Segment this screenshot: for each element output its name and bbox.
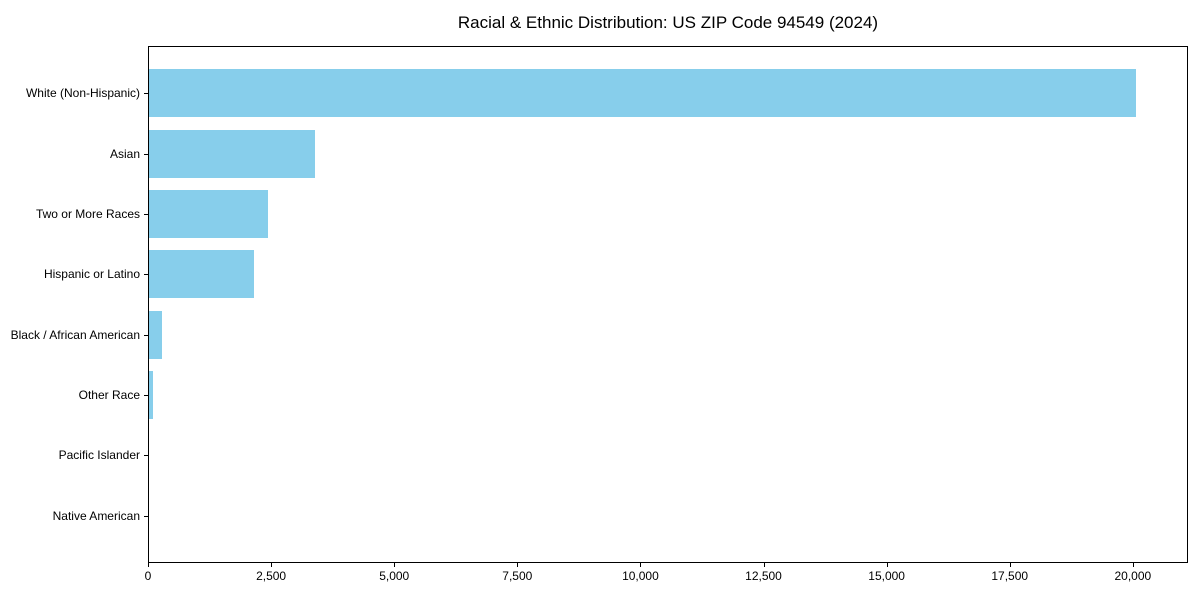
x-tick-mark	[148, 563, 149, 567]
y-tick-mark	[144, 274, 148, 276]
plot-area	[148, 46, 1188, 563]
x-tick-label-17500: 17,500	[991, 569, 1029, 583]
y-tick-label-other-race: Other Race	[78, 388, 140, 403]
x-tick-label-10000: 10,000	[622, 569, 659, 583]
y-tick-mark	[144, 153, 148, 155]
y-tick-label-native-american: Native American	[52, 508, 140, 523]
bar-row-two-or-more-races	[149, 184, 1187, 244]
bars-container	[149, 47, 1187, 562]
y-tick-label-pacific-islander: Pacific Islander	[58, 448, 140, 463]
y-tick-label-asian: Asian	[109, 146, 140, 161]
y-tick-label-hispanic-or-latino: Hispanic or Latino	[43, 267, 140, 282]
x-tick-mark	[763, 563, 765, 567]
y-tick-label-two-or-more-races: Two or More Races	[35, 206, 140, 221]
x-tick-label-0: 0	[144, 569, 152, 583]
chart-title: Racial & Ethnic Distribution: US ZIP Cod…	[457, 13, 879, 32]
x-tick-mark	[886, 563, 888, 567]
y-tick-mark	[144, 455, 148, 457]
x-tick-mark	[271, 563, 273, 567]
bar-row-pacific-islander	[149, 425, 1187, 485]
x-tick-label-7500: 7,500	[502, 569, 533, 583]
x-tick-label-5000: 5,000	[379, 569, 410, 583]
bar-row-black-african-american	[149, 305, 1187, 365]
x-tick-mark	[517, 563, 519, 567]
bar-hispanic-or-latino	[149, 250, 254, 299]
y-tick-label-white-non-hispanic: White (Non-Hispanic)	[25, 86, 140, 101]
x-tick-mark	[1132, 563, 1134, 567]
x-tick-label-2500: 2,500	[256, 569, 287, 583]
bar-other-race	[149, 371, 153, 420]
y-tick-mark	[144, 213, 148, 215]
x-tick-mark	[1009, 563, 1011, 567]
y-tick-mark	[144, 93, 148, 95]
bar-row-hispanic-or-latino	[149, 244, 1187, 304]
x-tick-label-20000: 20,000	[1114, 569, 1152, 583]
x-tick-mark	[394, 563, 396, 567]
bar-asian	[149, 129, 315, 178]
x-tick-mark	[640, 563, 642, 567]
bar-white-non-hispanic	[149, 69, 1136, 118]
bar-row-other-race	[149, 365, 1187, 425]
y-tick-mark	[144, 395, 148, 397]
x-tick-label-12500: 12,500	[745, 569, 782, 583]
bar-two-or-more-races	[149, 189, 268, 238]
bar-row-white-non-hispanic	[149, 63, 1187, 123]
y-tick-mark	[144, 334, 148, 336]
y-tick-mark	[144, 515, 148, 517]
y-tick-label-black-african-american: Black / African American	[10, 327, 140, 342]
x-tick-label-15000: 15,000	[868, 569, 905, 583]
bar-row-native-american	[149, 486, 1187, 546]
bar-black-african-american	[149, 310, 163, 359]
bar-row-asian	[149, 123, 1187, 183]
